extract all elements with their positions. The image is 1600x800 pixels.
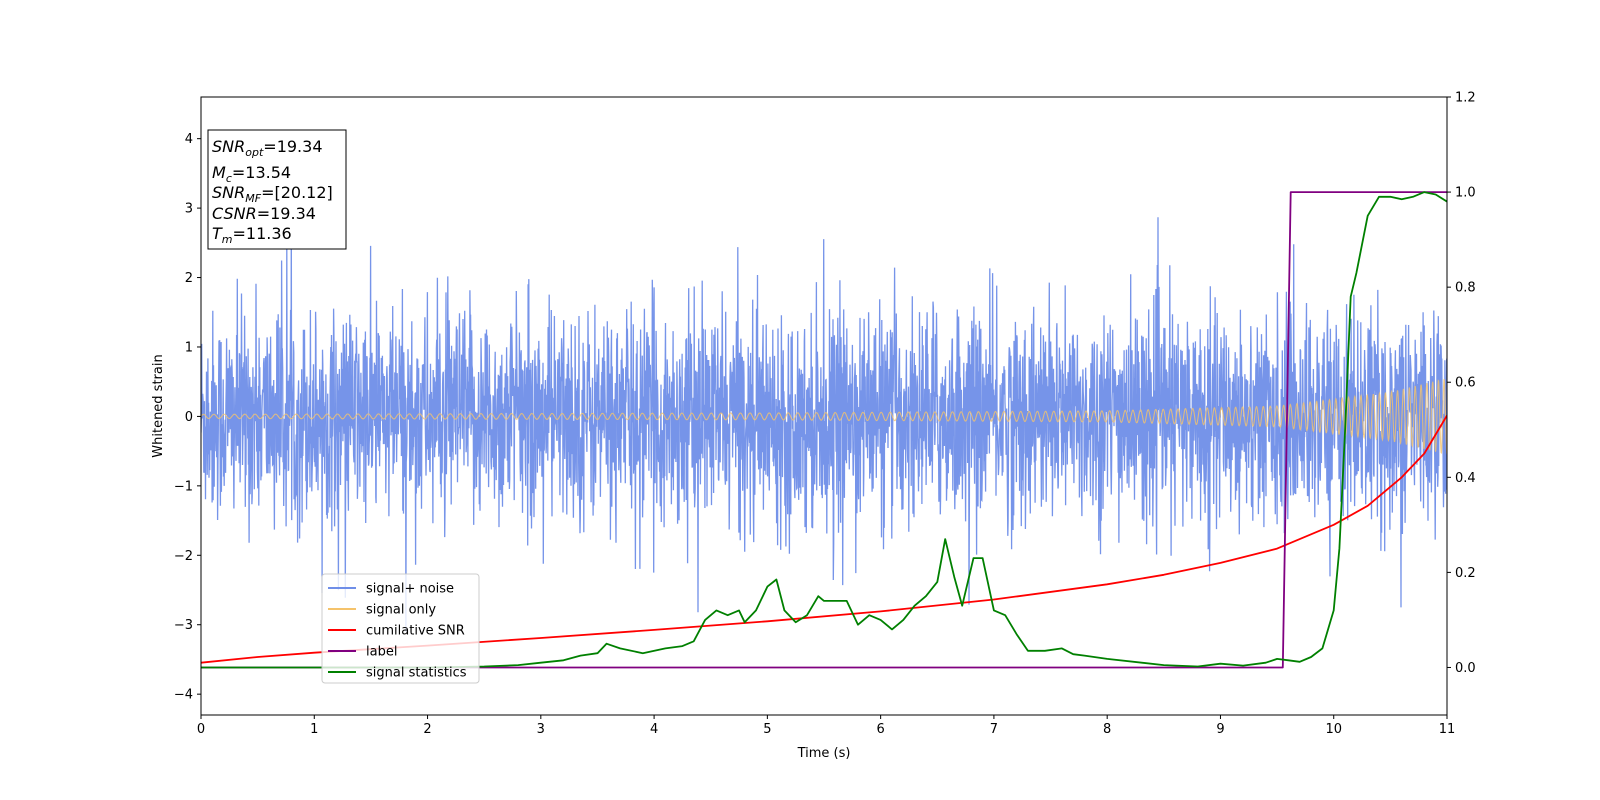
info-mc: Mc=13.54 [212, 163, 291, 185]
x-tick-label: 7 [990, 722, 998, 737]
y-tick-label: 3 [185, 202, 193, 217]
x-tick-label: 3 [537, 722, 545, 737]
legend-label-signal-noise: signal+ noise [366, 582, 454, 597]
legend-label-cumilative-snr: cumilative SNR [366, 624, 465, 639]
y-tick-label: −4 [174, 688, 193, 703]
y2-tick-label: 0.6 [1455, 376, 1476, 391]
info-box: SNRopt=19.34 Mc=13.54 SNRMF=[20.12] CSNR… [207, 129, 347, 250]
x-tick-label: 1 [310, 722, 318, 737]
y2-tick-label: 0.4 [1455, 471, 1476, 486]
y2-tick-label: 0.0 [1455, 661, 1476, 676]
y-tick-label: 1 [185, 340, 193, 355]
x-tick-label: 5 [763, 722, 771, 737]
x-tick-label: 4 [650, 722, 658, 737]
y-tick-label: 0 [185, 410, 193, 425]
legend: signal+ noise signal only cumilative SNR la… [321, 573, 480, 684]
legend-label-signal-statistics: signal statistics [366, 666, 467, 681]
series-line-label [201, 191, 1447, 669]
plot-frame [200, 96, 1448, 716]
legend-frame [321, 573, 480, 684]
info-snr-mf: SNRMF=[20.12] [212, 183, 333, 205]
y-tick-label: 2 [185, 271, 193, 286]
x-tick-label: 9 [1216, 722, 1224, 737]
y-tick-label: −1 [174, 479, 193, 494]
legend-label-signal-only: signal only [366, 603, 436, 618]
x-tick-label: 6 [876, 722, 884, 737]
series-line-signal-noise [201, 217, 1447, 632]
y-tick-label: −3 [174, 618, 193, 633]
series-line-signal-only [201, 379, 1447, 455]
x-axis-label: Time (s) [797, 746, 851, 761]
x-tick-label: 10 [1325, 722, 1342, 737]
legend-label-label: label [366, 645, 397, 660]
info-tm: Tm=11.36 [212, 224, 292, 246]
ticks-layer: 0 1 2 3 4 5 6 7 8 9 10 11 −4 −3 −2 −1 0 1 2 3 4 0.0 0.2 0.4 0.6 0… [174, 91, 1476, 738]
y2-tick-label: 0.2 [1455, 566, 1476, 581]
info-csnr: CSNR=19.34 [212, 204, 316, 223]
y-axis-label: Whitened strain [151, 354, 166, 457]
legend-entries: signal+ noise signal only cumilative SNR la… [328, 582, 467, 681]
y2-tick-label: 0.8 [1455, 281, 1476, 296]
y2-tick-label: 1.2 [1455, 91, 1476, 106]
x-tick-label: 2 [423, 722, 431, 737]
info-snr-opt: SNRopt=19.34 [212, 137, 323, 159]
info-box-frame [207, 129, 347, 250]
x-tick-label: 0 [197, 722, 205, 737]
y2-tick-label: 1.0 [1455, 186, 1476, 201]
series-line-signal-statistics [201, 191, 1447, 669]
x-tick-label: 11 [1439, 722, 1456, 737]
y-tick-label: −2 [174, 549, 193, 564]
x-tick-label: 8 [1103, 722, 1111, 737]
y-tick-label: 4 [185, 132, 193, 147]
